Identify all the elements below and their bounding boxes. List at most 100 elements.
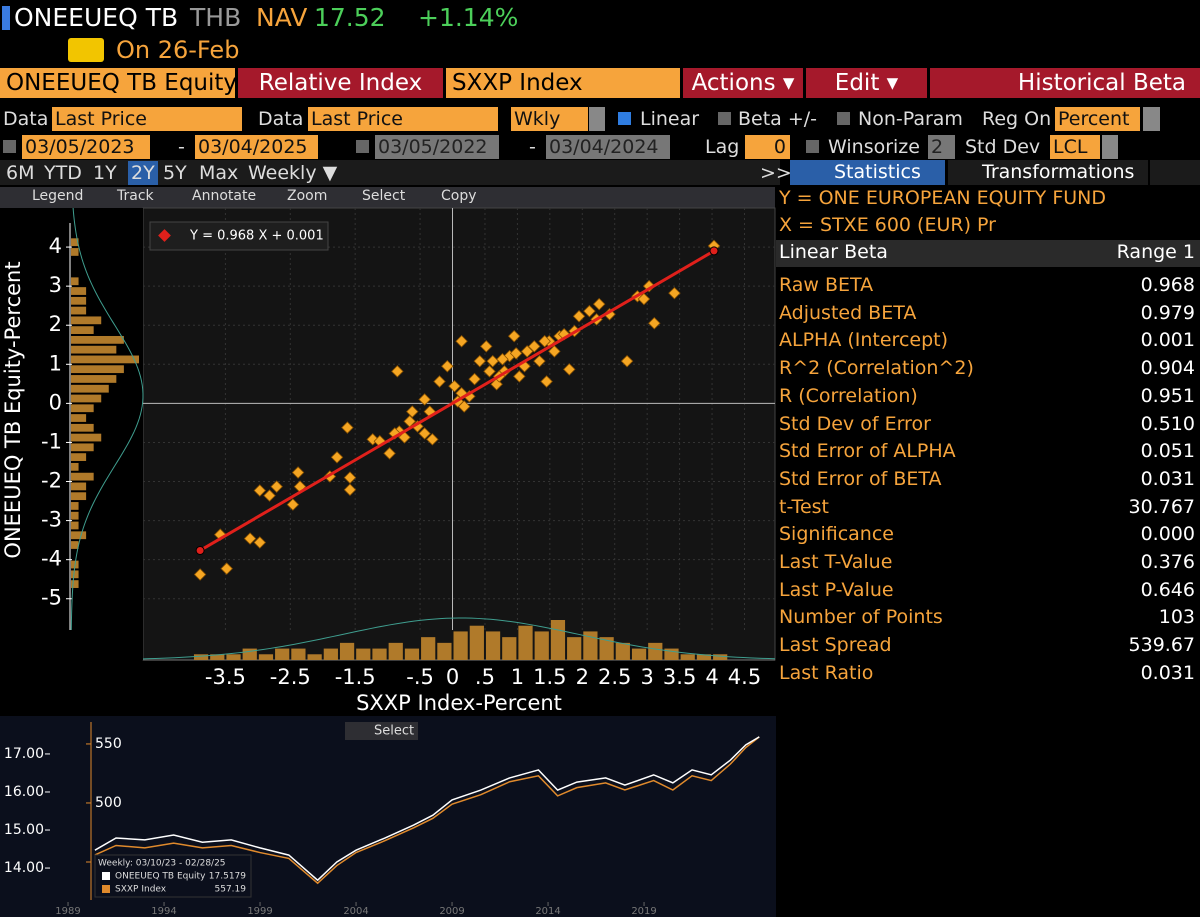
x-tick-label: 2.5 xyxy=(598,665,631,689)
scatter-point xyxy=(243,532,257,545)
series-line xyxy=(94,736,760,882)
y-tick-label: 0 xyxy=(49,390,62,414)
stat-label: ALPHA (Intercept) xyxy=(779,329,949,352)
field[interactable]: 03/05/2022 xyxy=(375,135,499,159)
scatter-point xyxy=(448,379,461,393)
scatter-point xyxy=(592,297,606,311)
dropdown[interactable] xyxy=(589,107,605,131)
field[interactable]: 2 xyxy=(928,135,955,159)
scatter-point xyxy=(509,347,523,360)
select-label[interactable]: Select xyxy=(374,724,414,739)
histogram-bar xyxy=(71,502,79,510)
stat-label: Raw BETA xyxy=(779,274,874,296)
tool-button[interactable]: Legend xyxy=(32,188,84,204)
histogram-bar xyxy=(713,654,728,660)
field[interactable]: 0 xyxy=(745,135,790,159)
histogram-bar xyxy=(372,648,387,660)
tool-button[interactable]: Copy xyxy=(441,188,477,204)
tool-button[interactable]: Zoom xyxy=(287,188,328,204)
scatter-point xyxy=(668,286,681,300)
histogram-bar xyxy=(550,620,566,660)
histogram-bar xyxy=(71,414,87,422)
label: Linear xyxy=(640,108,700,130)
period-button[interactable]: 5Y xyxy=(163,162,187,184)
checkbox[interactable] xyxy=(837,112,850,125)
period-button[interactable]: 1Y xyxy=(93,162,117,184)
dropdown[interactable] xyxy=(1143,107,1160,131)
stat-value: 0.000 xyxy=(1140,523,1195,546)
histogram-bar xyxy=(567,637,582,660)
y-tick-label: -4 xyxy=(41,547,62,571)
checkbox[interactable] xyxy=(618,112,631,125)
histogram-bar xyxy=(71,394,102,403)
histogram-bar xyxy=(71,326,94,334)
tool-button[interactable]: Track xyxy=(117,188,154,204)
scatter-point xyxy=(480,340,493,353)
select-button[interactable] xyxy=(345,722,418,740)
x-tick-label: 1994 xyxy=(151,906,176,917)
histogram-bar xyxy=(71,443,94,452)
scatter-point xyxy=(286,498,300,511)
field[interactable]: Percent xyxy=(1055,107,1140,131)
tab[interactable]: Relative Index xyxy=(238,68,443,98)
field[interactable]: Last Price xyxy=(52,107,242,131)
scatter-point xyxy=(533,354,546,368)
y-tick-label: -1 xyxy=(41,429,62,453)
label: Data xyxy=(3,108,49,130)
separator: - xyxy=(178,136,185,158)
tab[interactable]: ONEEUEQ TB Equity xyxy=(0,68,235,98)
dropdown[interactable] xyxy=(1102,135,1118,159)
tool-button[interactable]: Select xyxy=(362,188,406,204)
period-button[interactable]: YTD xyxy=(44,162,82,184)
scatter-point xyxy=(473,354,486,368)
field[interactable]: 03/04/2024 xyxy=(546,135,670,159)
scatter-point xyxy=(563,363,576,376)
stat-value: 0.031 xyxy=(1140,661,1195,684)
field[interactable]: Wkly xyxy=(511,107,588,131)
tab[interactable]: Historical Beta xyxy=(930,68,1200,98)
period-button[interactable]: 2Y xyxy=(128,161,158,185)
field[interactable]: 03/05/2023 xyxy=(22,135,150,159)
label: Std Dev xyxy=(965,136,1041,158)
histogram-bar xyxy=(71,277,79,286)
x-description: X = STXE 600 (EUR) Pr xyxy=(779,214,996,236)
y2-tick-label: 500 xyxy=(95,795,122,811)
y-tick-label: 4 xyxy=(49,234,62,258)
histogram-bar xyxy=(356,648,371,660)
histogram-bar xyxy=(71,453,87,461)
y-tick-label: 1 xyxy=(49,351,62,375)
checkbox[interactable] xyxy=(356,140,369,153)
checkbox[interactable] xyxy=(3,140,16,153)
field[interactable]: 03/04/2025 xyxy=(195,135,318,159)
scatter-point xyxy=(253,484,267,497)
tab[interactable]: Edit ▾ xyxy=(806,68,927,98)
charts: -3.5 -2.5 -1.5 -.5 0 .5 1 1.5 2 2.5 3 3.5 4 4.5 -5 -4 -3… xyxy=(0,207,776,917)
histogram-bar xyxy=(71,306,87,315)
scatter-point xyxy=(455,335,468,348)
fit-line xyxy=(199,249,715,552)
tab[interactable]: Actions ▾ xyxy=(683,68,803,98)
stat-label: Last P-Value xyxy=(779,578,894,601)
field[interactable]: Last Price xyxy=(308,107,498,131)
settings-gear[interactable] xyxy=(1150,160,1200,185)
stats-header-bg xyxy=(776,240,1200,267)
panel-tab[interactable]: Statistics xyxy=(790,160,945,185)
field[interactable]: LCL xyxy=(1050,135,1100,159)
x-tick-label: 1.5 xyxy=(533,665,566,689)
label: Beta +/- xyxy=(738,108,818,130)
period-button[interactable]: Max xyxy=(199,162,239,184)
stat-label: t-Test xyxy=(779,495,829,518)
period-button[interactable]: Weekly ▼ xyxy=(248,162,338,184)
histogram-bar xyxy=(339,642,355,660)
stat-label: Adjusted BETA xyxy=(779,301,917,324)
histogram-bar xyxy=(71,375,117,383)
collapse[interactable]: >> xyxy=(760,162,792,184)
tab[interactable]: SXXP Index xyxy=(446,68,680,98)
period-button[interactable]: 6M xyxy=(6,162,35,184)
checkbox[interactable] xyxy=(718,112,731,125)
checkbox[interactable] xyxy=(806,140,819,153)
panel-tab[interactable]: Transformations xyxy=(948,160,1148,185)
histogram-bar xyxy=(518,625,533,660)
tool-button[interactable]: Annotate xyxy=(192,188,257,204)
nav-label: NAV xyxy=(256,3,308,32)
